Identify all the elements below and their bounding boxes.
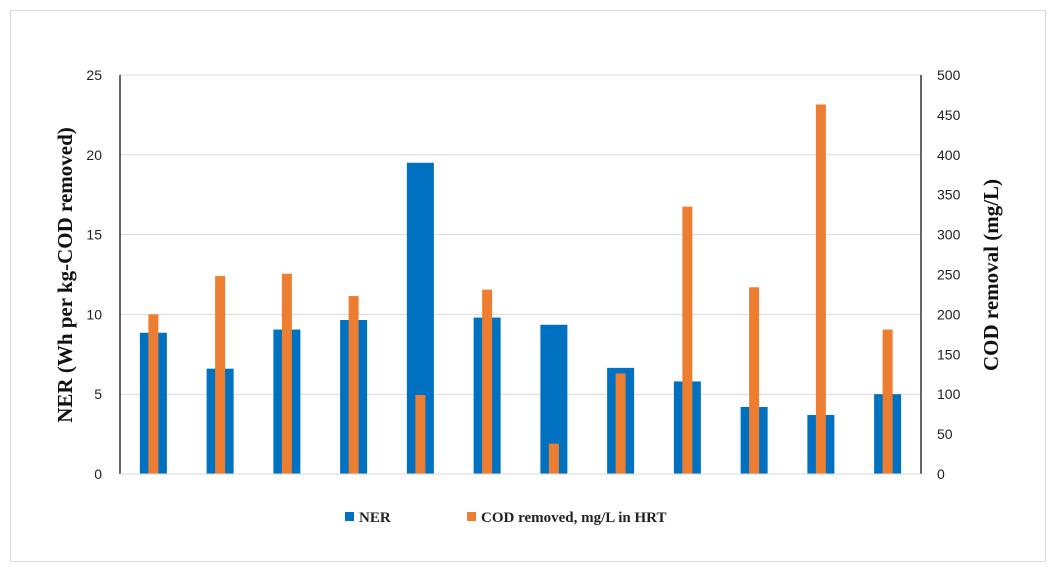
left-tick-label: 15 xyxy=(86,227,102,243)
legend: NER COD removed, mg/L in HRT xyxy=(345,510,666,526)
chart-frame xyxy=(10,10,1046,562)
legend-swatch-ner xyxy=(345,512,354,521)
cod-bar xyxy=(281,273,292,474)
right-tick-label: 400 xyxy=(937,147,961,163)
right-tick-label: 350 xyxy=(937,187,961,203)
right-tick-label: 100 xyxy=(937,386,961,402)
cod-bar xyxy=(548,443,559,474)
right-tick-label: 500 xyxy=(937,67,961,83)
right-tick-label: 300 xyxy=(937,227,961,243)
gridlines xyxy=(120,74,921,395)
cod-bar xyxy=(415,394,426,474)
axes xyxy=(119,75,922,475)
cod-bar xyxy=(615,373,626,474)
right-tick-label: 0 xyxy=(937,466,945,482)
legend-label-ner: NER xyxy=(359,510,391,526)
left-tick-label: 20 xyxy=(86,147,102,163)
right-tick-label: 250 xyxy=(937,267,961,283)
right-tick-label: 150 xyxy=(937,346,961,362)
right-tick-label: 450 xyxy=(937,107,961,123)
left-tick-labels: 0 5 10 15 20 25 xyxy=(86,67,102,482)
cod-bars xyxy=(148,104,893,475)
left-tick-label: 10 xyxy=(86,306,102,322)
cod-bar xyxy=(682,206,693,475)
legend-swatch-cod xyxy=(467,512,476,521)
legend-label-cod: COD removed, mg/L in HRT xyxy=(481,510,666,526)
right-tick-label: 200 xyxy=(937,306,961,322)
y-axis-title-right: COD removal (mg/L) xyxy=(979,179,1003,371)
right-tick-label: 50 xyxy=(937,426,953,442)
left-tick-label: 5 xyxy=(94,386,102,402)
y-axis-title-left: NER (Wh per kg-COD removed) xyxy=(53,127,77,423)
cod-bar xyxy=(882,329,893,474)
cod-bar xyxy=(815,104,826,474)
cod-bar xyxy=(348,296,359,474)
ner-bars xyxy=(139,162,902,474)
cod-bar xyxy=(215,276,226,474)
cod-bar xyxy=(148,314,159,474)
left-tick-label: 25 xyxy=(86,67,102,83)
cod-bar xyxy=(749,287,760,474)
right-tick-labels: 0 50 100 150 200 250 300 350 400 450 500 xyxy=(937,67,961,482)
left-tick-label: 0 xyxy=(94,466,102,482)
cod-bar xyxy=(482,289,493,474)
